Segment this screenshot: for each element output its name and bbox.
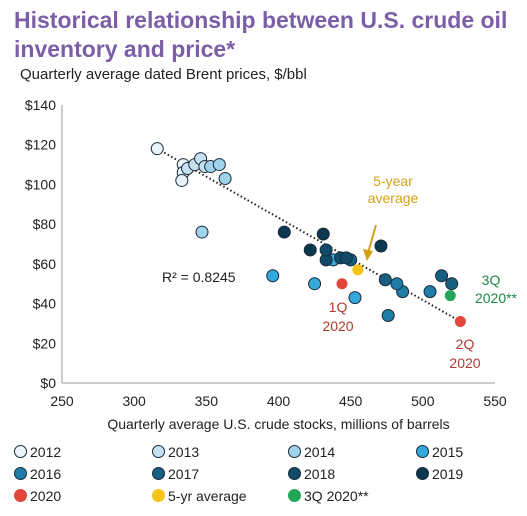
chart-title: Historical relationship between U.S. cru…: [14, 7, 508, 62]
data-point-2019: [277, 225, 291, 239]
r-squared-label: R² = 0.8245: [162, 269, 236, 285]
data-point-2014: [218, 171, 232, 185]
data-point-2018: [339, 251, 353, 265]
chart-subtitle: Quarterly average dated Brent prices, $/…: [20, 66, 307, 83]
data-point-2015: [308, 277, 322, 291]
data-point-2015: [348, 291, 362, 305]
five-year-average-label-line2: average: [368, 190, 419, 206]
x-tick-label: 400: [267, 393, 291, 409]
y-tick-label: $140: [25, 97, 56, 113]
data-point-2018: [319, 243, 333, 257]
q2-2020-label-line1: 2Q: [456, 336, 475, 352]
x-tick-label: 550: [483, 393, 507, 409]
data-point-2012: [150, 142, 164, 156]
x-tick-label: 350: [195, 393, 219, 409]
y-tick-label: $100: [25, 176, 56, 192]
x-tick-label: 250: [50, 393, 74, 409]
y-tick-label: $120: [25, 137, 56, 153]
x-tick-label: 300: [122, 393, 146, 409]
five-year-average-label-line1: 5-year: [373, 173, 413, 189]
data-point-2017: [445, 277, 459, 291]
q1-2020-label-line1: 1Q: [329, 299, 348, 315]
x-axis-title: Quarterly average U.S. crude stocks, mil…: [107, 416, 449, 432]
q1-2020-label-line2: 2020: [322, 318, 353, 334]
data-point-2019: [316, 227, 330, 241]
data-point-2017: [435, 269, 449, 283]
y-tick-label: $40: [33, 296, 57, 312]
data-point-2015: [266, 269, 280, 283]
data-point-2016: [390, 277, 404, 291]
data-point-2017: [378, 273, 392, 287]
five-year-average-arrow-shaft: [367, 224, 377, 254]
data-point-5-yr-average: [352, 264, 364, 276]
q2-2020-label-line2: 2020: [449, 355, 480, 371]
y-tick-label: $80: [33, 216, 57, 232]
q3-2020-label-line2: 2020**: [475, 290, 518, 306]
y-tick-label: $20: [33, 335, 57, 351]
data-point-2016: [423, 285, 437, 299]
data-point-2019: [303, 243, 317, 257]
y-tick-label: $60: [33, 256, 57, 272]
q3-2020-label-line1: 3Q: [482, 272, 501, 288]
x-tick-label: 450: [339, 393, 363, 409]
y-tick-label: $0: [40, 375, 56, 391]
x-tick-label: 500: [411, 393, 435, 409]
data-point-2020: [336, 278, 348, 290]
data-point-2020: [454, 315, 466, 327]
data-point-2012: [175, 173, 189, 187]
data-point-2014: [212, 158, 226, 172]
data-point-2019: [374, 239, 388, 253]
five-year-average-arrow-head: [363, 249, 373, 261]
data-point-2014: [195, 225, 209, 239]
data-point-2016: [381, 308, 395, 322]
data-point-3q-2020: [444, 290, 456, 302]
